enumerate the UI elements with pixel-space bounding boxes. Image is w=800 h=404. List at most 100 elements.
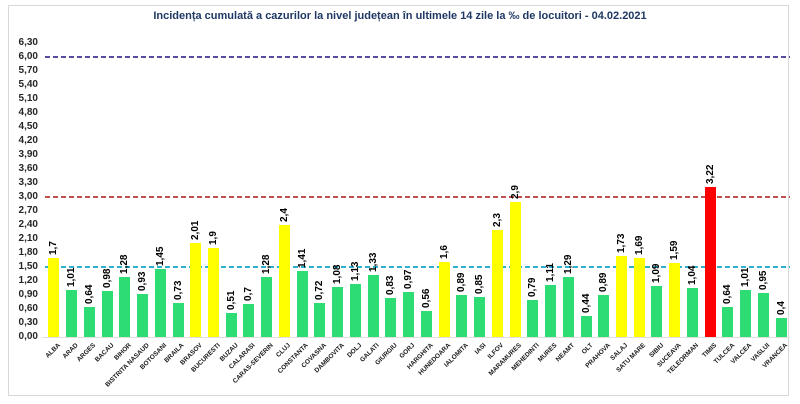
- bar-dambovita: [332, 286, 344, 337]
- bar-value-label: 1,69: [633, 235, 645, 256]
- bar-galati: [367, 274, 379, 337]
- bar-vaslui: [757, 292, 769, 337]
- bar-value-label: 0,51: [225, 290, 237, 311]
- y-axis-tick-label: 1,80: [18, 247, 38, 258]
- bar-bistrita-nasaud: [137, 293, 149, 337]
- bar-harghita: [420, 310, 432, 337]
- bar-value-label: 0,89: [456, 272, 468, 293]
- bar-value-label: 1,08: [332, 264, 344, 284]
- bar-calarasi: [243, 304, 255, 337]
- bar-tulcea: [722, 307, 734, 337]
- bar-prahova: [598, 295, 610, 337]
- bar-value-label: 0,7: [243, 287, 255, 302]
- bar-neamt: [562, 276, 574, 337]
- threshold-line-6: [45, 56, 790, 58]
- y-axis-tick-label: 5,40: [18, 79, 38, 90]
- chart-frame-border: [8, 5, 789, 396]
- county-label: NEAMT: [554, 342, 577, 364]
- y-axis-tick-label: 0,30: [18, 317, 38, 328]
- bar-teleorman: [686, 288, 698, 337]
- bar-botosani: [154, 269, 166, 337]
- y-axis-tick-label: 6,00: [18, 51, 38, 62]
- bar-value-label: 1,73: [615, 233, 627, 254]
- bar-salaj: [615, 256, 627, 337]
- bar-constanta: [296, 271, 308, 337]
- bar-mehedinti: [527, 300, 539, 337]
- bar-value-label: 1,41: [296, 248, 308, 269]
- y-axis-tick-label: 0,00: [18, 331, 38, 342]
- bar-value-label: 1,7: [48, 240, 60, 255]
- bar-value-label: 0,79: [527, 277, 539, 298]
- bar-value-label: 0,98: [101, 268, 113, 289]
- bar-value-label: 1,9: [208, 231, 219, 246]
- bar-value-label: 1,45: [154, 246, 166, 267]
- y-axis-tick-label: 2,10: [18, 233, 38, 244]
- bar-bucuresti: [208, 248, 219, 337]
- threshold-line-1-5: [45, 266, 790, 268]
- y-axis-tick-label: 2,70: [18, 205, 38, 216]
- bar-vrancea: [775, 318, 787, 337]
- bar-value-label: 0,64: [722, 284, 734, 305]
- bar-value-label: 1,28: [119, 254, 131, 275]
- bar-suceava: [669, 262, 681, 337]
- x-axis-line: [42, 337, 790, 338]
- bar-value-label: 1,29: [562, 254, 574, 274]
- bar-olt: [580, 316, 592, 337]
- bar-value-label: 0,44: [580, 293, 592, 314]
- y-axis-tick-label: 1,50: [18, 261, 38, 272]
- bar-value-label: 1,59: [669, 240, 681, 260]
- bar-value-label: 0,72: [314, 280, 326, 301]
- bar-value-label: 1,33: [367, 252, 379, 272]
- bar-iasi: [474, 297, 486, 337]
- bar-bacau: [101, 291, 113, 337]
- county-label: ALBA: [44, 342, 62, 360]
- bar-value-label: 1,04: [686, 265, 698, 286]
- bar-hunedoara: [438, 262, 450, 337]
- y-axis-tick-label: 5,10: [18, 93, 38, 104]
- bar-value-label: 2,01: [190, 220, 202, 241]
- bar-braila: [172, 302, 184, 337]
- bar-value-label: 0,83: [385, 275, 397, 296]
- bar-value-label: 3,22: [704, 164, 716, 184]
- county-label: BACAU: [93, 342, 116, 364]
- bar-satu-mare: [633, 258, 645, 337]
- bar-value-label: 1,13: [349, 261, 361, 282]
- bar-caras-severin: [261, 277, 273, 337]
- bar-value-label: 0,95: [757, 270, 769, 290]
- bar-value-label: 1,11: [545, 263, 557, 283]
- bar-value-label: 1,6: [438, 245, 450, 260]
- y-axis-tick-label: 4,80: [18, 107, 38, 118]
- bar-sibiu: [651, 286, 663, 337]
- bar-giurgiu: [385, 298, 397, 337]
- bar-buzau: [225, 313, 237, 337]
- y-axis-tick-label: 5,70: [18, 65, 38, 76]
- y-axis-tick-label: 2,40: [18, 219, 38, 230]
- y-axis-tick-label: 1,20: [18, 275, 38, 286]
- bar-value-label: 1,09: [651, 263, 663, 284]
- bar-value-label: 0,73: [172, 280, 184, 300]
- bar-cluj: [278, 225, 290, 337]
- bar-value-label: 1,01: [740, 267, 752, 287]
- threshold-line-3: [45, 196, 790, 198]
- y-axis-tick-label: 3,90: [18, 149, 38, 160]
- bar-arges: [83, 307, 95, 337]
- bar-arad: [66, 289, 78, 337]
- bar-value-label: 0,4: [775, 301, 787, 316]
- bar-value-label: 0,64: [83, 284, 95, 305]
- bar-alba: [48, 257, 60, 337]
- bar-dolj: [349, 284, 361, 337]
- bar-timis: [704, 186, 716, 337]
- county-label: OLT: [580, 342, 594, 356]
- bar-value-label: 1,01: [66, 267, 78, 287]
- y-axis-tick-label: 3,00: [18, 191, 38, 202]
- bar-valcea: [740, 289, 752, 337]
- y-axis-tick-label: 3,30: [18, 177, 38, 188]
- bar-maramures: [509, 201, 521, 337]
- chart-title: Incidența cumulată a cazurilor la nivel …: [153, 10, 647, 22]
- bar-ialomita: [456, 295, 468, 337]
- bar-value-label: 2,4: [278, 208, 290, 222]
- bar-value-label: 0,56: [420, 288, 432, 308]
- bar-value-label: 2,3: [491, 212, 503, 227]
